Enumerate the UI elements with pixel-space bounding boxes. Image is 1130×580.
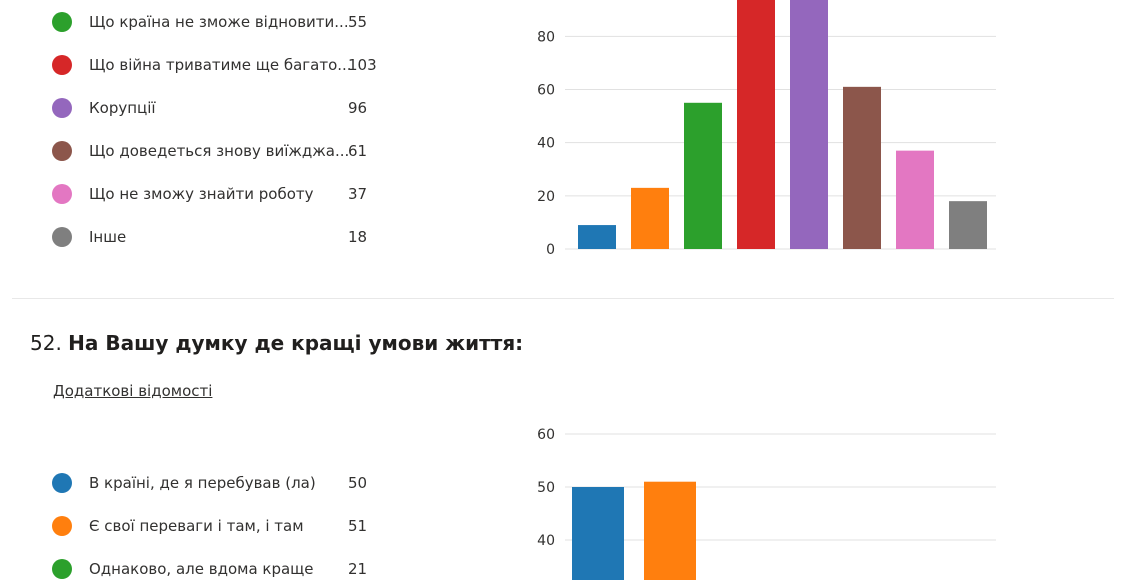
legend-count: 61 (348, 142, 368, 160)
legend-count: 50 (348, 474, 368, 492)
legend-item[interactable]: Що не зможу знайти роботу 37 (52, 182, 392, 204)
y-tick-label: 20 (537, 189, 555, 205)
q51-bar-chart: 0 20 40 60 80 (537, 0, 996, 258)
legend-label: Однаково, але вдома краще (89, 560, 314, 578)
y-tick-label: 0 (546, 242, 555, 258)
legend-item[interactable]: Однаково, але вдома краще 21 (52, 557, 392, 579)
legend-item[interactable]: Інше 18 (52, 225, 392, 247)
legend-item[interactable]: В країні, де я перебував (ла) 50 (52, 471, 392, 493)
legend-label: Що доведеться знову виїжджа... (89, 142, 350, 160)
question-number: 52. (30, 331, 62, 355)
y-tick-label: 60 (537, 427, 555, 443)
bar[interactable] (896, 150, 934, 249)
legend-dot-icon (52, 141, 72, 161)
bar[interactable] (631, 187, 669, 249)
legend-item[interactable]: Що країна не зможе відновити... 55 (52, 10, 392, 32)
more-details-link[interactable]: Додаткові відомості (53, 382, 213, 400)
legend-count: 18 (348, 228, 368, 246)
bar[interactable] (737, 0, 775, 249)
legend-label: Що країна не зможе відновити... (89, 13, 349, 31)
legend-count: 21 (348, 560, 368, 578)
legend-label: Що не зможу знайти роботу (89, 185, 314, 203)
legend-dot-icon (52, 473, 72, 493)
legend-dot-icon (52, 184, 72, 204)
legend-count: 103 (348, 56, 377, 74)
legend-label: Корупції (89, 99, 156, 117)
y-tick-label: 40 (537, 533, 555, 549)
legend-dot-icon (52, 98, 72, 118)
y-tick-label: 60 (537, 83, 555, 99)
legend-label: В країні, де я перебував (ла) (89, 474, 316, 492)
legend-dot-icon (52, 559, 72, 579)
bar[interactable] (949, 201, 987, 249)
bar[interactable] (644, 481, 696, 580)
question-title: 52. На Вашу думку де кращі умови життя: (30, 331, 523, 355)
legend-dot-icon (52, 12, 72, 32)
legend-label: Є свої переваги і там, і там (89, 517, 304, 535)
q52-bar-chart: 40 50 60 (537, 427, 996, 580)
bar[interactable] (572, 487, 624, 580)
bar[interactable] (578, 225, 616, 249)
legend-item[interactable]: Є свої переваги і там, і там 51 (52, 514, 392, 536)
legend-item[interactable]: Що війна триватиме ще багато... 103 (52, 53, 392, 75)
legend-label: Інше (89, 228, 127, 246)
legend-count: 96 (348, 99, 368, 117)
section-divider (12, 298, 1114, 299)
legend-dot-icon (52, 227, 72, 247)
legend-dot-icon (52, 55, 72, 75)
y-tick-label: 40 (537, 136, 555, 152)
legend-item[interactable]: Що доведеться знову виїжджа... 61 (52, 139, 392, 161)
legend-label: Що війна триватиме ще багато... (89, 56, 352, 74)
legend-count: 51 (348, 517, 368, 535)
bar[interactable] (843, 86, 881, 249)
y-tick-label: 80 (537, 29, 555, 45)
legend-item[interactable]: Корупції 96 (52, 96, 392, 118)
bar[interactable] (684, 102, 722, 250)
legend-count: 37 (348, 185, 368, 203)
legend-count: 55 (348, 13, 368, 31)
legend-dot-icon (52, 516, 72, 536)
y-tick-label: 50 (537, 480, 555, 496)
question-text: На Вашу думку де кращі умови життя: (68, 331, 524, 355)
bar[interactable] (790, 0, 828, 249)
